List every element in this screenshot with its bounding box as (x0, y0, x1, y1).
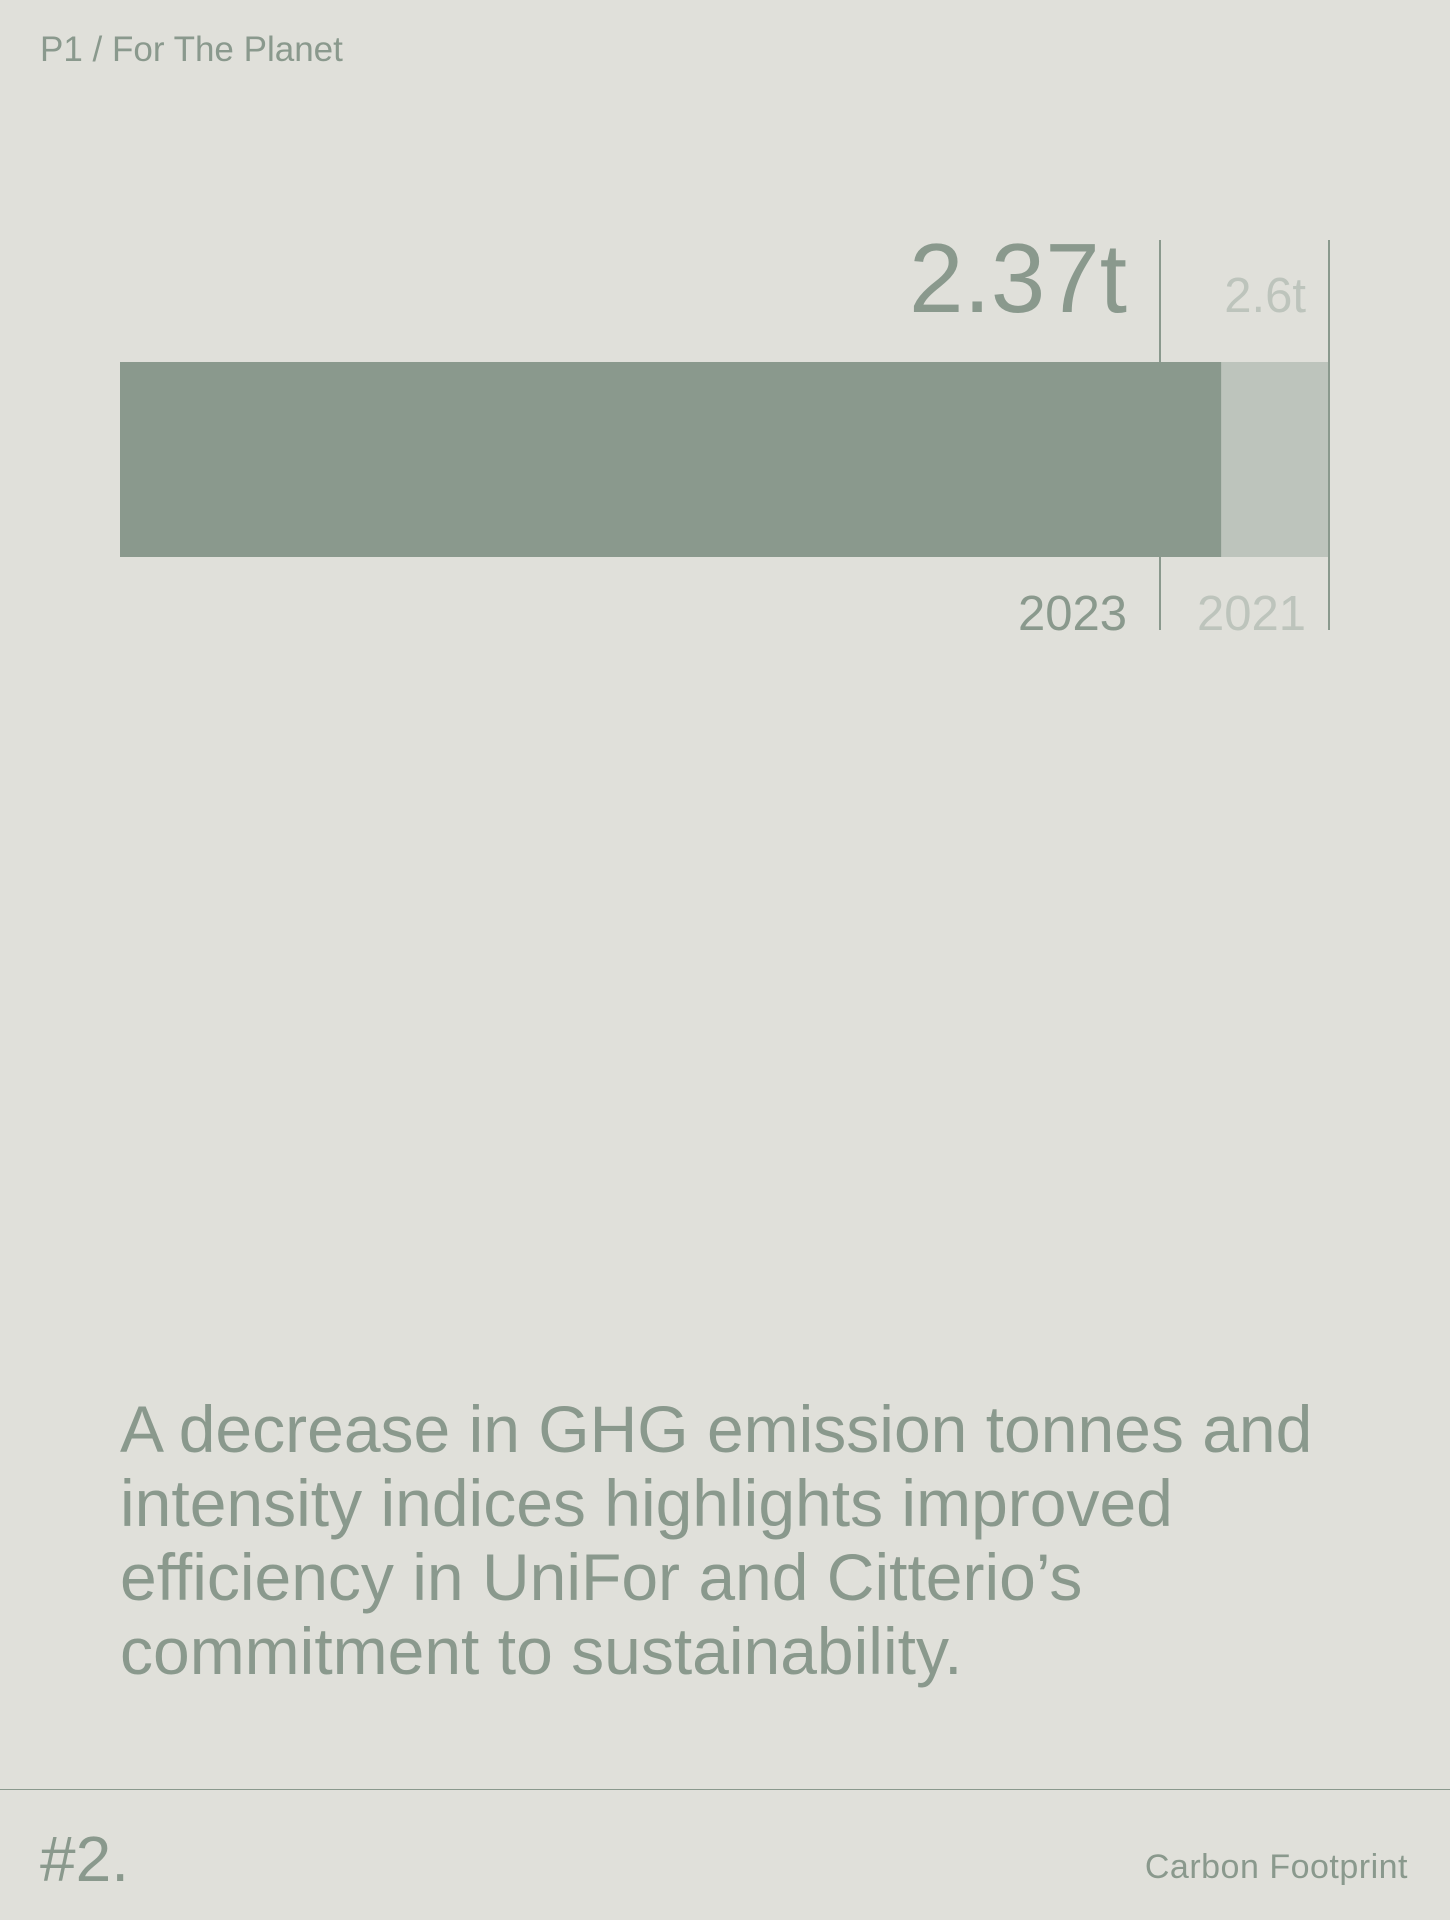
bar-chart: 2.37t 2.6t 2023 2021 (120, 223, 1330, 641)
section-title: Carbon Footprint (1144, 1848, 1408, 1886)
category-label-2021: 2021 (1197, 587, 1306, 641)
statement-text: A decrease in GHG emission tonnes and in… (120, 1392, 1313, 1688)
slide-number: #2. (40, 1823, 129, 1895)
value-label-2023: 2.37t (909, 223, 1127, 333)
footer-divider (0, 1789, 1450, 1790)
value-label-2021: 2.6t (1224, 269, 1306, 323)
breadcrumb: P1 / For The Planet (40, 30, 343, 69)
bar-2023 (120, 362, 1222, 557)
category-label-2023: 2023 (1018, 587, 1127, 641)
